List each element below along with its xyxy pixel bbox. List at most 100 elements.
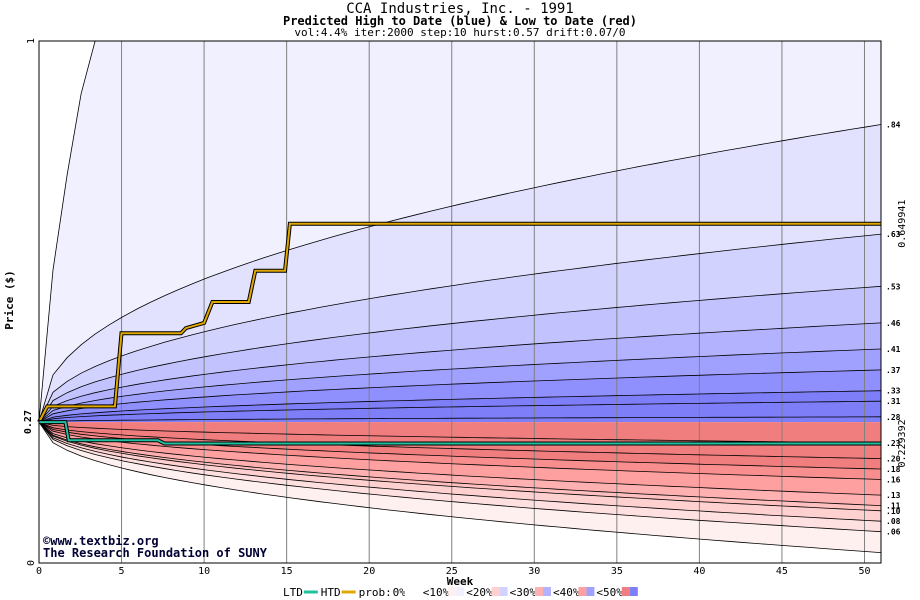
chart-params: vol:4.4% iter:2000 step:10 hurst:0.57 dr…: [294, 26, 626, 39]
x-tick-label: 20: [363, 566, 375, 577]
y-tick-label: 0: [26, 560, 37, 566]
quantile-line: [38, 124, 882, 423]
quantile-line: [38, 421, 882, 522]
high-band: [39, 401, 881, 423]
x-tick-label: 35: [611, 566, 623, 577]
legend-prob-swatch: [578, 587, 587, 596]
axes: [38, 40, 882, 564]
envelope-line-lower: [38, 421, 882, 553]
high-band: [39, 286, 881, 423]
quantile-label: .63: [886, 230, 901, 239]
quantile-line: [38, 421, 882, 506]
legend-prob-swatch: [621, 587, 630, 596]
low-band: [39, 422, 881, 443]
x-tick-label: 30: [528, 566, 540, 577]
legend-prob-label: prob:: [359, 586, 392, 599]
plot-area: [39, 41, 881, 553]
ltd-line: [39, 421, 881, 445]
legend-prob-item: <30%: [510, 586, 537, 599]
quantile-line: [38, 421, 882, 496]
legend-prob-swatch: [629, 587, 638, 596]
high-band: [39, 369, 881, 423]
start-price-label: 0.27: [23, 410, 34, 434]
quantile-label: .33: [886, 387, 901, 396]
legend-ltd-label: LTD: [283, 586, 303, 599]
quantile-label: .16: [886, 475, 901, 484]
legend-prob-swatch: [404, 587, 413, 596]
low-band: [39, 422, 881, 532]
legend-prob-swatch: [499, 587, 508, 596]
quantile-label: .28: [886, 413, 901, 422]
quantile-line: [38, 421, 882, 459]
high-band: [39, 124, 881, 423]
quantile-label: .06: [886, 528, 901, 537]
quantile-line: [38, 390, 882, 423]
x-tick-label: 40: [693, 566, 705, 577]
low-band: [39, 422, 881, 506]
quantile-label: .46: [886, 319, 901, 328]
chart-title: CCA Industries, Inc. - 1991: [346, 1, 574, 17]
high-band: [39, 322, 881, 423]
quantile-line: [38, 400, 882, 423]
quantile-line: [38, 416, 882, 423]
x-axis-label: Week: [447, 575, 474, 588]
quantile-label: .11: [886, 502, 901, 511]
x-tick-label: 45: [776, 566, 788, 577]
quantile-label: .18: [886, 465, 901, 474]
plot-frame: [38, 40, 882, 564]
chart-subtitle: Predicted High to Date (blue) & Low to D…: [282, 14, 637, 28]
credit-site: ©www.textbiz.org: [43, 534, 159, 548]
low-band: [39, 422, 881, 522]
legend-prob-swatch: [491, 587, 500, 596]
legend-prob-swatch: [543, 587, 551, 596]
quantile-label: .08: [886, 517, 901, 526]
quantile-label: .10: [886, 507, 901, 516]
quantile-line: [38, 421, 882, 444]
x-tick-label: 15: [281, 566, 293, 577]
x-tick-label: 50: [858, 566, 870, 577]
quantile-label: .41: [886, 345, 901, 354]
quantile-line: [38, 421, 882, 533]
low-band: [39, 422, 881, 496]
x-tick-label: 5: [119, 566, 125, 577]
legend-prob-swatch: [586, 587, 595, 596]
quantile-line: [38, 285, 882, 423]
htd-line: [38, 222, 881, 423]
low-band: [39, 422, 881, 469]
quantile-label: .20: [886, 455, 901, 464]
quantile-label: .31: [886, 397, 901, 406]
legend-prob-item: <20%: [466, 586, 493, 599]
high-band: [39, 349, 881, 423]
quantile-line: [38, 369, 882, 423]
credit-org: The Research Foundation of SUNY: [43, 546, 268, 560]
low-band: [39, 422, 881, 459]
x-tick-label: 0: [36, 566, 42, 577]
legend-prob-swatch: [412, 587, 421, 596]
legend-prob-item: 0%: [393, 586, 407, 599]
legend-prob-item: <40%: [553, 586, 580, 599]
y-tick-label: 1: [26, 38, 37, 44]
high-band: [39, 416, 881, 423]
quantile-label: .13: [886, 491, 901, 500]
legend-prob-swatch: [535, 587, 543, 596]
x-tick-label: 10: [198, 566, 210, 577]
x-tick-label: 25: [446, 566, 458, 577]
legend-prob-item: <10%: [423, 586, 450, 599]
quantile-line: [38, 322, 882, 423]
grid: [121, 41, 865, 563]
legend-prob-item: <50%: [596, 586, 623, 599]
quantile-label: .23: [886, 439, 901, 448]
legend-prob-swatch: [448, 587, 457, 596]
quantile-label: .37: [886, 366, 901, 375]
quantile-line: [38, 348, 882, 423]
low-band: [39, 422, 881, 480]
quantile-label: .84: [886, 121, 901, 130]
ltd-value-label: 0.229392: [897, 419, 908, 467]
high-band: [39, 234, 881, 423]
y-axis-label: Price ($): [3, 270, 16, 330]
labels: 0 5 10 15 20 25 30 35 40 45 50 0 1 0.27 .84 .63 .53 .46 .4…: [23, 38, 908, 599]
quantile-line: [38, 421, 882, 480]
legend-prob-swatch: [456, 587, 465, 596]
htd-value-label: 0.649941: [897, 200, 908, 248]
